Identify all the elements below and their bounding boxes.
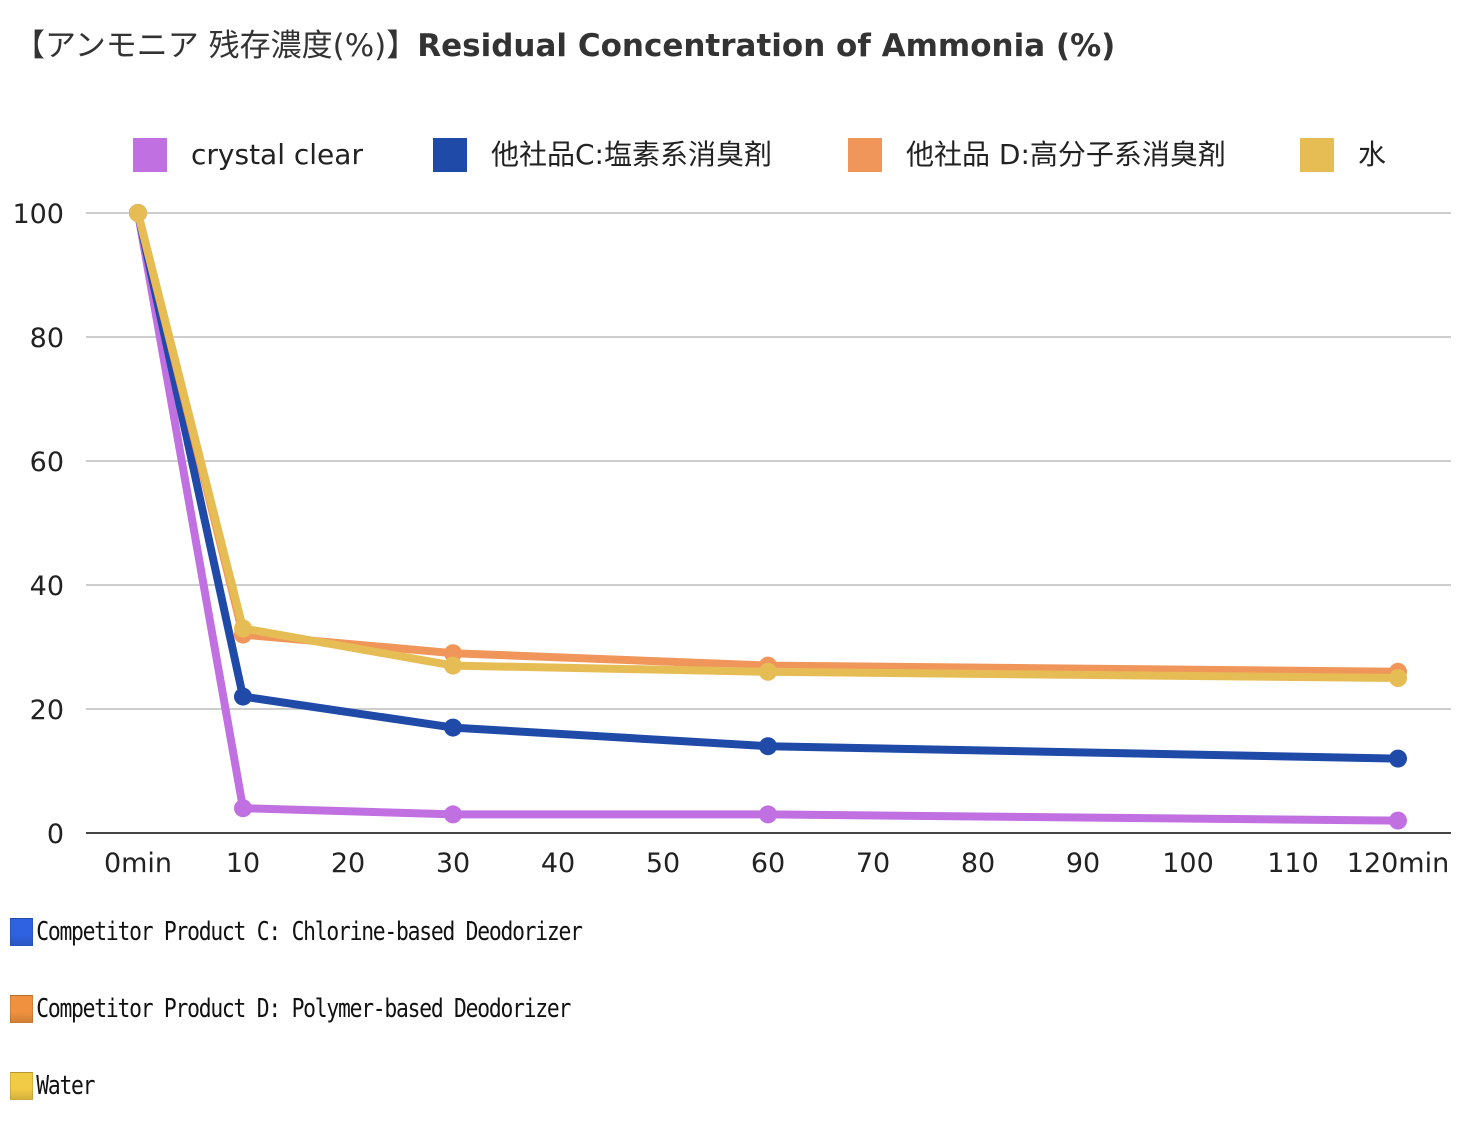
series-line [134, 209, 1402, 682]
legend-label: crystal clear [191, 138, 363, 171]
legend-swatch [1300, 138, 1334, 172]
y-tick-label: 0 [47, 819, 64, 850]
x-tick-label: 10 [226, 848, 260, 879]
chart-title: 【アンモニア 残存濃度(%)】Residual Concentration of… [14, 20, 1115, 65]
note-swatch-d [10, 995, 33, 1023]
data-point [1389, 669, 1407, 687]
y-axis-ticks: 0 20 40 60 80 100 [12, 199, 64, 850]
chart-title-en: Residual Concentration of Ammonia (%) [417, 28, 1116, 64]
note-competitor-c: Competitor Product C: Chlorine-based Deo… [10, 912, 583, 952]
x-tick-label: 70 [856, 848, 890, 879]
note-text-d: Competitor Product D: Polymer-based Deod… [36, 994, 571, 1024]
data-point [759, 805, 777, 824]
data-point [234, 687, 252, 706]
data-point [234, 799, 252, 818]
legend-swatch [133, 138, 167, 172]
series-2 [129, 204, 1407, 681]
data-point [444, 656, 462, 675]
series-3 [129, 204, 1407, 687]
data-point [759, 662, 777, 681]
x-tick-label: 40 [541, 848, 575, 879]
y-tick-label: 80 [30, 323, 64, 354]
line-chart: crystal clear 他社品C:塩素系消臭剤 他社品 D:高分子系消臭剤 水 0… [12, 138, 1451, 879]
series-0 [129, 204, 1407, 830]
note-water: Water [10, 1066, 582, 1106]
legend-label: 水 [1358, 138, 1386, 171]
y-tick-label: 20 [30, 695, 64, 726]
note-text-c: Competitor Product C: Chlorine-based Deo… [36, 917, 583, 947]
y-tick-label: 100 [12, 199, 64, 230]
data-point [759, 737, 777, 756]
x-tick-label: 20 [331, 848, 365, 879]
x-tick-label: 90 [1066, 848, 1100, 879]
note-swatch-water [10, 1072, 33, 1100]
x-tick-label: 30 [436, 848, 470, 879]
note-text-water: Water [36, 1071, 95, 1101]
legend-label: 他社品C:塩素系消臭剤 [491, 138, 772, 171]
chart-title-jp: 【アンモニア 残存濃度(%)】 [14, 28, 418, 64]
y-tick-label: 60 [30, 447, 64, 478]
x-tick-label: 0min [104, 848, 172, 879]
data-point [234, 619, 252, 638]
x-tick-label: 80 [961, 848, 995, 879]
series-lines [129, 204, 1407, 830]
x-tick-label: 100 [1162, 848, 1214, 879]
series-notes: Competitor Product C: Chlorine-based Deo… [10, 912, 707, 1143]
x-axis-ticks: 0min 10 20 30 40 50 60 70 80 90 100 110 120min [104, 848, 1449, 879]
data-point [1389, 811, 1407, 830]
x-tick-label: 60 [751, 848, 785, 879]
note-competitor-d: Competitor Product D: Polymer-based Deod… [10, 989, 582, 1029]
x-tick-label: 120min [1347, 848, 1449, 879]
data-point [444, 718, 462, 737]
legend-swatch [433, 138, 467, 172]
data-point [129, 204, 147, 222]
data-point [444, 805, 462, 824]
series-line [134, 209, 1402, 676]
y-tick-label: 40 [30, 571, 64, 602]
data-point [444, 644, 462, 663]
x-tick-label: 110 [1267, 848, 1319, 879]
note-swatch-c [10, 918, 33, 946]
series-1 [129, 204, 1407, 768]
data-point [1389, 749, 1407, 768]
x-tick-label: 50 [646, 848, 680, 879]
series-line [134, 209, 1402, 825]
legend-swatch [848, 138, 882, 172]
legend-label: 他社品 D:高分子系消臭剤 [906, 138, 1226, 171]
grid-lines [86, 212, 1451, 834]
chart-legend: crystal clear 他社品C:塩素系消臭剤 他社品 D:高分子系消臭剤 水 [133, 138, 1386, 172]
